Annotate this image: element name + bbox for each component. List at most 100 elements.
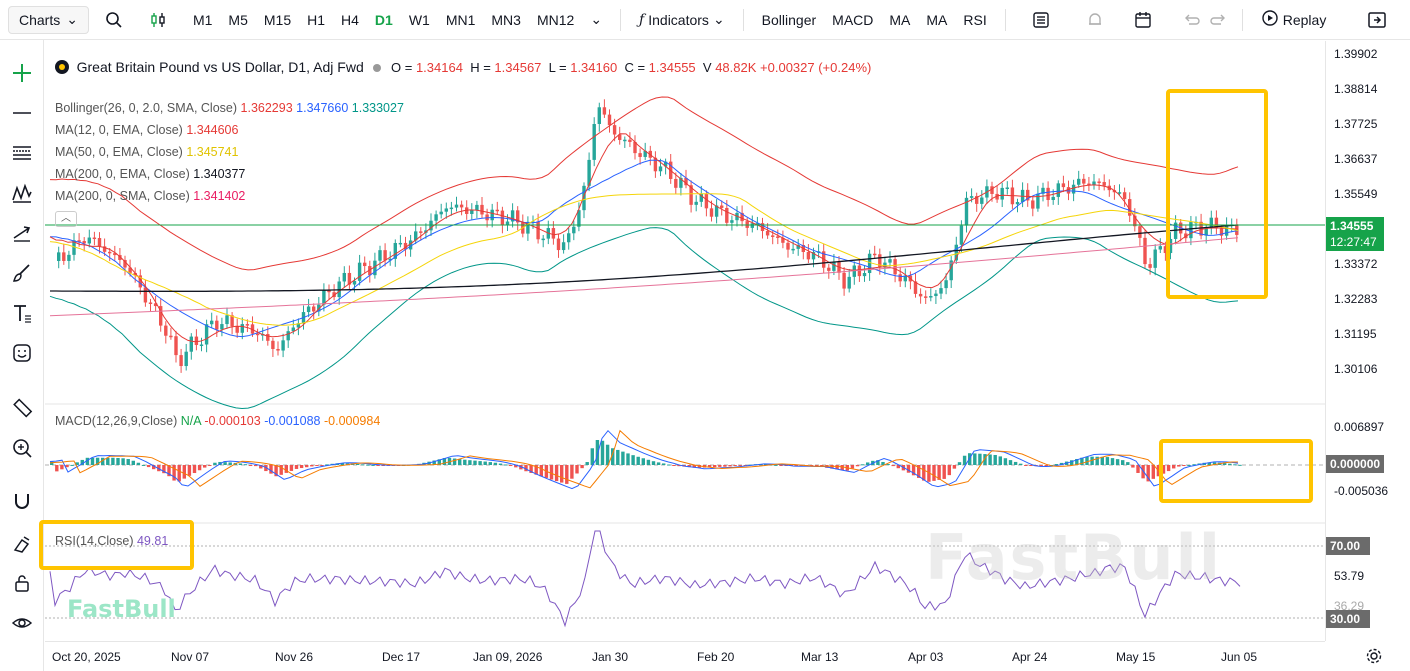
candle-body — [1077, 178, 1081, 185]
calendar-icon[interactable] — [1130, 7, 1156, 33]
candle-body — [929, 296, 933, 298]
countdown-tag: 12:27:47 — [1326, 233, 1384, 251]
candle-body — [567, 233, 571, 243]
candle-body — [827, 267, 831, 271]
macd-histogram-bar — [366, 464, 370, 466]
candle-body — [403, 242, 408, 250]
candle-body — [832, 261, 836, 271]
macd-legend[interactable]: MACD(12,26,9,Close) N/A -0.000103 -0.001… — [55, 414, 381, 428]
macd-histogram-bar — [463, 459, 467, 465]
pattern-icon[interactable] — [9, 180, 35, 206]
ma-button-2[interactable]: MA — [926, 11, 948, 28]
collapse-legend-button[interactable]: ︿ — [55, 211, 77, 227]
timeframe-mn1[interactable]: MN1 — [445, 11, 476, 28]
macd-histogram-bar — [182, 465, 186, 479]
eraser-icon[interactable] — [9, 530, 35, 556]
chart-canvas[interactable] — [45, 41, 1325, 641]
ruler-icon[interactable] — [9, 395, 35, 421]
rsi-legend[interactable]: RSI(14,Close) 49.81 — [55, 534, 169, 548]
candle-body — [623, 139, 627, 142]
timeframe-m1[interactable]: M1 — [192, 11, 213, 28]
timeframe-mn3[interactable]: MN3 — [491, 11, 521, 28]
template-icon[interactable] — [1028, 7, 1054, 33]
magnet-icon[interactable] — [9, 488, 35, 514]
macd-histogram-bar — [1039, 465, 1043, 467]
macd-histogram-bar — [269, 465, 273, 474]
timeframe-more-chevron-icon[interactable]: ⌄ — [590, 11, 603, 27]
settings-gear-icon[interactable] — [1365, 647, 1385, 667]
ma50-legend: MA(50, 0, EMA, Close) 1.345741 — [55, 145, 239, 159]
undo-icon[interactable] — [1178, 7, 1204, 33]
bollinger-button[interactable]: Bollinger — [761, 11, 817, 28]
channel-lines-icon[interactable] — [9, 140, 35, 166]
macd-histogram-bar — [580, 465, 584, 469]
emoji-icon[interactable] — [9, 340, 35, 366]
macd-histogram-bar — [371, 464, 375, 466]
macd-histogram-bar — [794, 465, 798, 467]
macd-histogram-bar — [101, 457, 105, 465]
macd-histogram-bar — [1019, 463, 1023, 465]
text-tool-icon[interactable] — [9, 300, 35, 326]
crosshair-icon[interactable] — [9, 60, 35, 86]
exit-fullscreen-icon[interactable] — [1364, 7, 1390, 33]
timeframe-w1[interactable]: W1 — [408, 11, 430, 28]
timeframe-mn12[interactable]: MN12 — [536, 11, 575, 28]
rsi-button[interactable]: RSI — [963, 11, 987, 28]
candle-body — [82, 241, 86, 244]
macd-histogram-bar — [1207, 462, 1212, 465]
macd-histogram-bar — [381, 465, 385, 466]
redo-icon[interactable] — [1206, 7, 1232, 33]
candle-body — [133, 272, 137, 276]
bollinger-legend: Bollinger(26, 0, 2.0, SMA, Close) 1.3622… — [55, 101, 404, 115]
lock-icon[interactable] — [9, 570, 35, 596]
zoom-in-icon[interactable] — [9, 435, 35, 461]
candle-body — [658, 166, 663, 172]
candle-body — [1219, 228, 1224, 236]
macd-histogram-bar — [656, 462, 661, 465]
candle-body — [924, 296, 928, 298]
alert-add-icon[interactable] — [1082, 7, 1108, 33]
timeframe-m15[interactable]: M15 — [263, 11, 292, 28]
macd-histogram-bar — [1013, 461, 1018, 465]
candle-body — [495, 209, 499, 212]
candle-body — [92, 237, 97, 240]
indicators-button[interactable]: ƒ Indicators ⌄ — [631, 11, 733, 28]
timeframe-h1[interactable]: H1 — [307, 11, 326, 28]
charts-menu-button[interactable]: Charts ⌄ — [8, 5, 89, 34]
macd-histogram-bar — [509, 465, 513, 466]
candle-body — [862, 273, 867, 277]
candle-body — [429, 220, 433, 231]
chart-area[interactable]: FastBull FastBull Great Britain Pound vs… — [39, 41, 1410, 671]
candle-body — [551, 228, 556, 239]
replay-label: Replay — [1282, 11, 1327, 28]
indicator-legend[interactable]: Bollinger(26, 0, 2.0, SMA, Close) 1.3622… — [55, 97, 404, 227]
macd-histogram-bar — [733, 465, 737, 466]
price-axis[interactable]: 1.39902 1.38814 1.37725 1.36637 1.35549 … — [1325, 41, 1410, 641]
replay-button[interactable]: Replay — [1253, 9, 1335, 30]
timeframe-m5[interactable]: M5 — [228, 11, 248, 28]
candle-body — [811, 252, 816, 260]
macd-histogram-bar — [728, 465, 732, 467]
ma-button[interactable]: MA — [889, 11, 911, 28]
candle-body — [363, 262, 367, 267]
horizontal-line-icon[interactable] — [9, 100, 35, 126]
macd-button[interactable]: MACD — [832, 11, 874, 28]
brush-icon[interactable] — [9, 260, 35, 286]
candle-body — [1189, 222, 1193, 239]
time-axis[interactable]: Oct 20, 2025 Nov 07 Nov 26 Dec 17 Jan 09… — [45, 641, 1325, 671]
close-value: 1.34555 — [648, 60, 696, 75]
macd-histogram-bar — [1110, 458, 1115, 465]
candle-body — [505, 221, 510, 226]
macd-histogram-bar — [152, 465, 156, 470]
search-icon[interactable] — [101, 7, 127, 33]
macd-histogram-bar — [325, 464, 329, 466]
candle-body — [1224, 225, 1229, 236]
timeframe-d1[interactable]: D1 — [374, 11, 393, 28]
macd-histogram-bar — [126, 459, 130, 465]
timeframe-h4[interactable]: H4 — [341, 11, 359, 28]
eye-icon[interactable] — [9, 610, 35, 636]
trend-arrow-icon[interactable] — [9, 220, 35, 246]
candle-type-icon[interactable] — [145, 7, 171, 33]
macd-histogram-bar — [616, 449, 620, 465]
candle-body — [179, 355, 183, 367]
